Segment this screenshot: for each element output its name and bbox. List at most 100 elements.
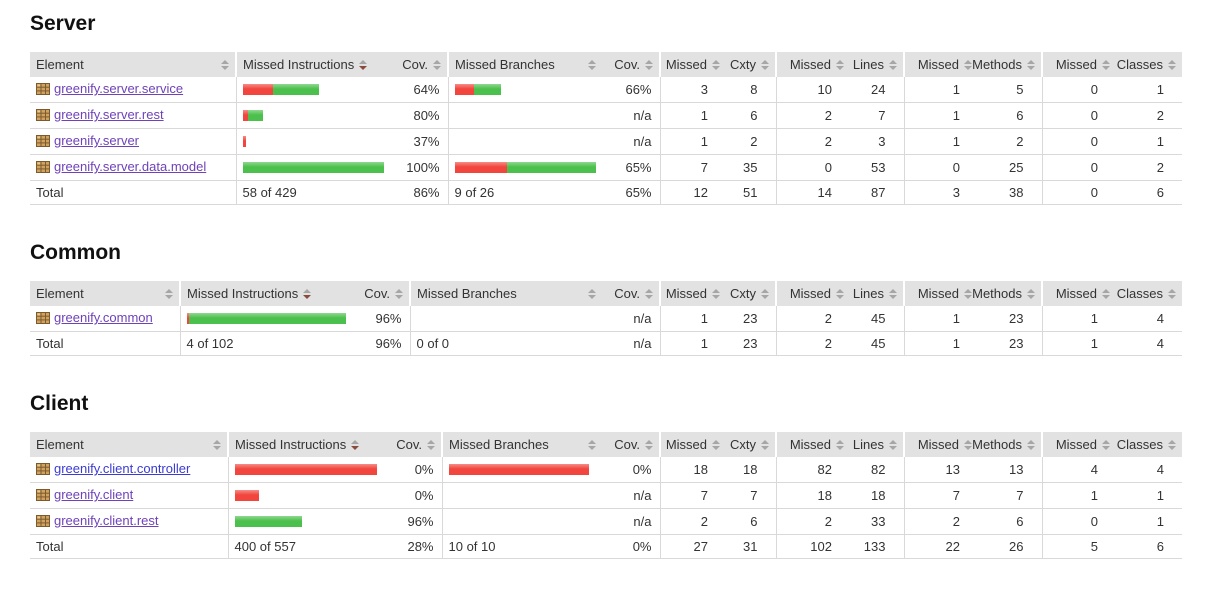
missed-classes-cell: 1 xyxy=(1041,482,1116,509)
sort-icon xyxy=(588,59,596,70)
column-header-missed[interactable]: Missed xyxy=(1041,52,1116,77)
package-link[interactable]: greenify.common xyxy=(36,310,153,325)
total-classes-cell: 4 xyxy=(1156,336,1164,351)
column-header-lines[interactable]: Lines xyxy=(850,52,904,77)
column-header-cov[interactable]: Cov. xyxy=(602,52,660,77)
column-header-missed[interactable]: Missed xyxy=(1041,281,1116,306)
column-header-missed-instructions[interactable]: Missed Instructions xyxy=(179,281,352,306)
missed-cxty-cell: 3 xyxy=(659,77,726,103)
column-header-methods[interactable]: Methods xyxy=(972,432,1042,457)
missed-classes-cell: 0 xyxy=(1041,77,1116,103)
column-header-cov[interactable]: Cov. xyxy=(352,281,410,306)
column-header-missed-branches[interactable]: Missed Branches xyxy=(441,432,602,457)
column-header-missed[interactable]: Missed xyxy=(775,432,850,457)
column-header-label: Element xyxy=(36,57,84,72)
column-header-cxty[interactable]: Cxty xyxy=(726,52,776,77)
column-header-lines[interactable]: Lines xyxy=(850,432,904,457)
instructions-bar-cell xyxy=(235,154,390,181)
missed-lines-cell: 0 xyxy=(775,154,850,181)
column-header-missed[interactable]: Missed xyxy=(775,52,850,77)
sort-icon xyxy=(836,288,844,299)
total-lines-cell: 87 xyxy=(871,185,886,200)
column-header-label: Missed xyxy=(789,57,831,72)
lines-cell: 33 xyxy=(871,514,886,529)
package-link[interactable]: greenify.client.rest xyxy=(36,513,159,528)
sort-down-arrow-icon xyxy=(303,294,312,299)
column-header-missed-instructions[interactable]: Missed Instructions xyxy=(227,432,384,457)
column-header-missed[interactable]: Missed xyxy=(1041,432,1116,457)
column-header-content: Missed xyxy=(783,437,844,452)
instructions-bar-cell xyxy=(235,77,390,103)
column-header-content: Missed Branches xyxy=(449,437,596,452)
column-header-cxty[interactable]: Cxty xyxy=(726,432,776,457)
package-link[interactable]: greenify.server.service xyxy=(36,81,183,96)
sort-icon xyxy=(395,288,403,299)
package-icon xyxy=(36,312,50,324)
column-header-cxty[interactable]: Cxty xyxy=(726,281,776,306)
instruction-coverage-cell: 0% xyxy=(414,462,434,477)
column-header-missed[interactable]: Missed xyxy=(659,52,726,77)
column-header-cov[interactable]: Cov. xyxy=(384,432,442,457)
column-header-label: Cov. xyxy=(364,286,390,301)
column-header-missed-instructions[interactable]: Missed Instructions xyxy=(235,52,390,77)
column-header-cov[interactable]: Cov. xyxy=(602,281,660,306)
column-header-missed-branches[interactable]: Missed Branches xyxy=(447,52,602,77)
package-link[interactable]: greenify.server.data.model xyxy=(36,159,206,174)
missed-cxty-cell: 2 xyxy=(659,508,726,535)
missed-methods-cell: 1 xyxy=(903,102,978,129)
package-link[interactable]: greenify.client.controller xyxy=(36,461,190,476)
cxty-cell: 2 xyxy=(750,134,758,149)
column-header-element[interactable]: Element xyxy=(30,52,236,77)
sort-up-arrow-icon xyxy=(213,439,221,444)
column-header-element[interactable]: Element xyxy=(30,432,228,457)
package-icon xyxy=(36,161,50,173)
column-header-missed[interactable]: Missed xyxy=(775,281,850,306)
column-header-classes[interactable]: Classes xyxy=(1116,432,1182,457)
column-header-element[interactable]: Element xyxy=(30,281,180,306)
column-header-missed-branches[interactable]: Missed Branches xyxy=(409,281,602,306)
sort-down-arrow-icon xyxy=(712,65,720,70)
column-header-missed[interactable]: Missed xyxy=(659,432,726,457)
column-header-cov[interactable]: Cov. xyxy=(602,432,660,457)
column-header-label: Missed xyxy=(665,57,707,72)
missed-cxty-cell: 18 xyxy=(659,457,726,483)
column-header-missed[interactable]: Missed xyxy=(903,432,978,457)
column-header-cov[interactable]: Cov. xyxy=(390,52,448,77)
missed-cxty-cell: 7 xyxy=(659,482,726,509)
sort-icon xyxy=(964,439,972,450)
column-header-classes[interactable]: Classes xyxy=(1116,281,1182,306)
element-cell: greenify.common xyxy=(30,306,180,332)
branch-coverage-cell: n/a xyxy=(633,108,652,123)
package-link[interactable]: greenify.client xyxy=(36,487,133,502)
total-missed-lines-cell: 14 xyxy=(775,180,850,205)
column-header-missed[interactable]: Missed xyxy=(903,52,978,77)
column-header-missed[interactable]: Missed xyxy=(903,281,978,306)
lines-cell: 3 xyxy=(878,134,886,149)
missed-bar xyxy=(242,84,273,95)
package-link[interactable]: greenify.server xyxy=(36,133,139,148)
package-icon xyxy=(36,83,50,95)
section-server: Server Element Missed Instructions Cov. Miss… xyxy=(30,12,1182,205)
sort-up-arrow-icon xyxy=(761,288,769,293)
sort-down-arrow-icon xyxy=(351,445,360,450)
covered-bar xyxy=(507,162,596,173)
column-header-methods[interactable]: Methods xyxy=(972,52,1042,77)
column-header-content: Lines xyxy=(853,57,897,72)
branches-bar-group xyxy=(454,84,597,96)
methods-cell: 7 xyxy=(1016,488,1024,503)
total-instructions-cell: 400 of 557 xyxy=(227,534,384,559)
sort-up-arrow-icon xyxy=(836,439,844,444)
sort-up-arrow-icon xyxy=(351,439,360,444)
column-header-missed[interactable]: Missed xyxy=(659,281,726,306)
sort-down-arrow-icon xyxy=(588,294,596,299)
column-header-classes[interactable]: Classes xyxy=(1116,52,1182,77)
column-header-lines[interactable]: Lines xyxy=(850,281,904,306)
total-lines-cell: 133 xyxy=(863,539,886,554)
column-header-methods[interactable]: Methods xyxy=(972,281,1042,306)
covered-bar xyxy=(189,313,346,324)
sort-icon xyxy=(712,439,720,450)
total-instruction-coverage-cell: 86% xyxy=(413,185,440,200)
sort-icon xyxy=(836,59,844,70)
sort-up-arrow-icon xyxy=(645,439,653,444)
package-link[interactable]: greenify.server.rest xyxy=(36,107,164,122)
